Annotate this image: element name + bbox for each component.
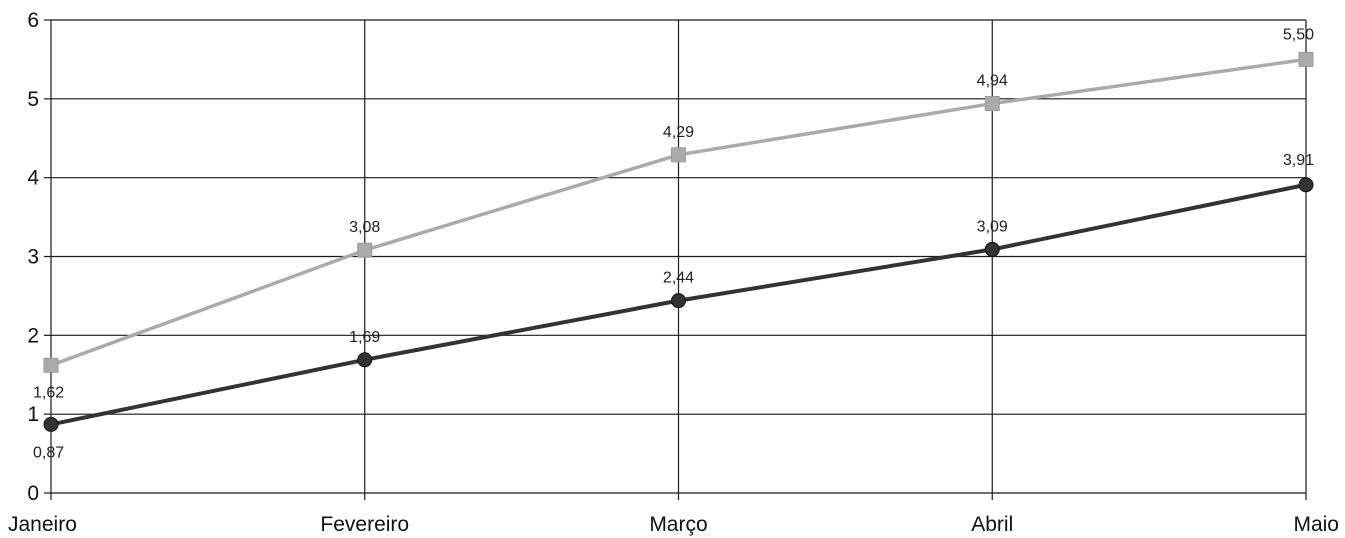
data-point: [1298, 51, 1314, 67]
y-tick-label: 1: [27, 403, 39, 426]
data-label: 1,62: [33, 384, 64, 401]
data-point: [43, 416, 59, 432]
grid: [50, 19, 1307, 500]
data-label: 4,29: [663, 124, 694, 141]
y-tick-label: 4: [27, 167, 39, 190]
data-point: [671, 293, 686, 309]
y-tick-label: 3: [27, 246, 39, 269]
x-tick-label: Janeiro: [8, 513, 77, 536]
y-tick-label: 6: [27, 9, 39, 32]
data-point: [1298, 177, 1314, 193]
data-label: 1,69: [349, 329, 380, 346]
data-point: [984, 96, 1000, 112]
data-point: [357, 242, 373, 258]
data-label: 2,44: [663, 270, 694, 287]
x-tick-label: Fevereiro: [320, 513, 409, 536]
data-point: [984, 241, 1000, 257]
y-tick-label: 2: [27, 324, 39, 347]
series: [43, 51, 1314, 432]
y-tick-label: 0: [27, 482, 39, 505]
data-point: [43, 357, 59, 373]
x-tick-label: Maio: [1293, 513, 1339, 536]
data-label: 0,87: [33, 444, 64, 461]
data-label: 5,50: [1283, 26, 1314, 43]
data-label: 4,94: [977, 73, 1008, 90]
data-label: 3,91: [1283, 152, 1314, 169]
labels: 1,62 3,08 4,29 4,94 5,50 0,87 1,69 2,44 3,09 3,91: [33, 26, 1314, 461]
axes: 0 1 2 3 4 5 6 Janeiro Fevereiro Março Abril Maio: [8, 9, 1339, 536]
data-label: 3,08: [349, 219, 380, 236]
data-point: [357, 352, 373, 368]
y-tick-label: 5: [27, 88, 39, 111]
data-point: [671, 147, 686, 163]
x-tick-label: Março: [649, 513, 707, 536]
x-tick-label: Abril: [971, 513, 1013, 536]
data-label: 3,09: [977, 218, 1008, 235]
